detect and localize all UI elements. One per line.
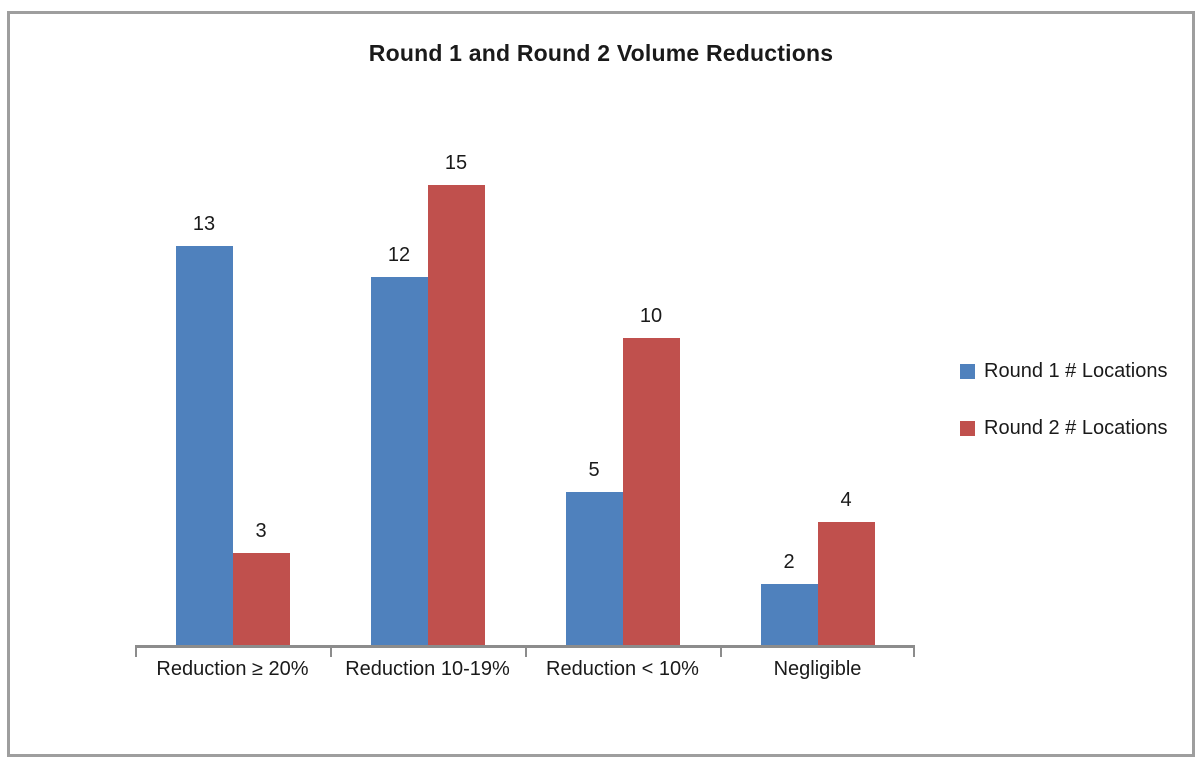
- legend-item: Round 2 # Locations: [960, 417, 1167, 440]
- bar-value-label: 2: [783, 551, 795, 573]
- legend-color-swatch-icon: [960, 421, 975, 436]
- category-label: Reduction ≥ 20%: [156, 658, 309, 680]
- series-2-bar: 3: [232, 520, 290, 645]
- series-1-bar: 5: [565, 459, 623, 645]
- legend-label: Round 1 # Locations: [984, 360, 1168, 382]
- chart-title: Round 1 and Round 2 Volume Reductions: [368, 40, 834, 66]
- bar-group: 5 10: [525, 179, 720, 645]
- category-label: Reduction < 10%: [546, 658, 699, 680]
- axis-tick: [135, 648, 137, 657]
- category-label: Reduction 10-19%: [345, 658, 510, 680]
- bar-value-label: 13: [192, 213, 216, 235]
- axis-tick: [330, 648, 332, 657]
- series-2-bar: 10: [622, 305, 680, 645]
- chart-border-frame: Round 1 and Round 2 Volume Reductions 13…: [7, 11, 1195, 757]
- axis-tick: [913, 648, 915, 657]
- bar-group: 13 3: [135, 179, 330, 645]
- series-1-bar: 2: [760, 551, 818, 645]
- bar-value-label: 3: [255, 520, 267, 542]
- series-1-bar: 13: [175, 213, 233, 645]
- axis-tick: [720, 648, 722, 657]
- bar-value-label: 10: [639, 305, 663, 327]
- category-label: Negligible: [773, 658, 862, 680]
- series-1-bar: 12: [370, 244, 428, 645]
- bar-group: 12 15: [330, 152, 525, 645]
- bar-value-label: 4: [840, 489, 852, 511]
- bar-value-label: 15: [444, 152, 468, 174]
- plot-area: 13 3 12 15 5 10 2 4: [135, 152, 915, 657]
- bar-groups: 13 3 12 15 5 10 2 4: [135, 152, 915, 645]
- category-axis-labels: Reduction ≥ 20% Reduction 10-19% Reduction…: [135, 658, 915, 681]
- bar-value-label: 5: [588, 459, 600, 481]
- legend: Round 1 # Locations Round 2 # Locations: [960, 360, 1167, 474]
- x-axis-line: [135, 645, 915, 657]
- legend-label: Round 2 # Locations: [984, 417, 1168, 439]
- series-2-bar: 15: [427, 152, 485, 645]
- series-2-bar: 4: [817, 489, 875, 645]
- axis-tick: [525, 648, 527, 657]
- bar-value-label: 12: [387, 244, 411, 266]
- legend-item: Round 1 # Locations: [960, 360, 1167, 383]
- legend-color-swatch-icon: [960, 364, 975, 379]
